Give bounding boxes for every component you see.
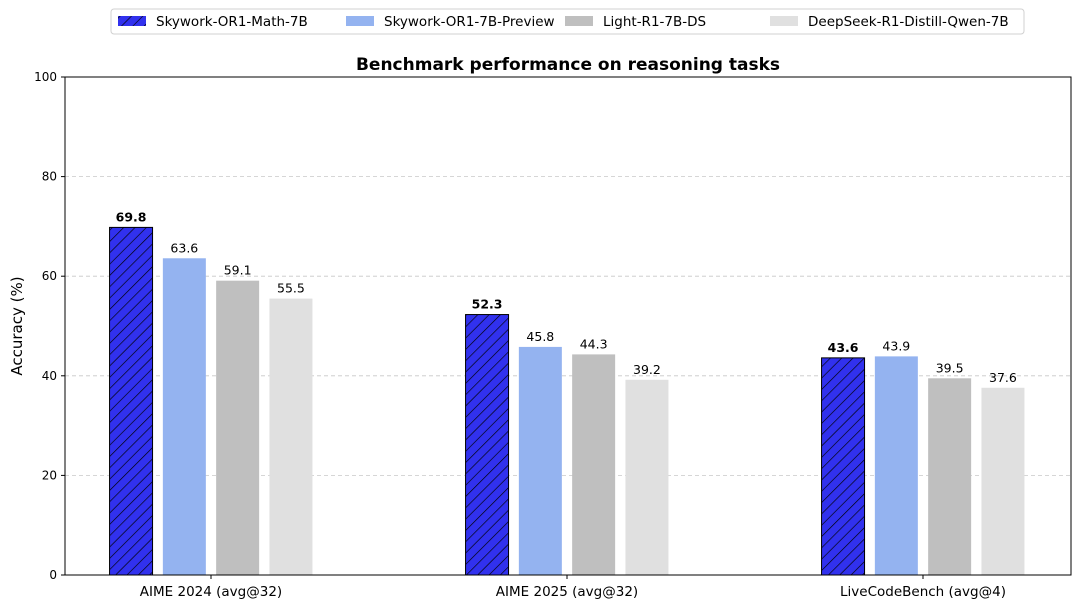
legend-label: Skywork-OR1-7B-Preview xyxy=(384,14,555,30)
data-label: 45.8 xyxy=(526,329,554,344)
chart-title: Benchmark performance on reasoning tasks xyxy=(356,55,780,75)
legend-swatch xyxy=(346,16,374,26)
plot-frame xyxy=(64,76,1072,576)
y-tick-label: 100 xyxy=(34,70,57,84)
legend: Skywork-OR1-Math-7B Skywork-OR1-7B-Previe… xyxy=(110,8,1025,35)
data-label: 52.3 xyxy=(472,297,503,312)
data-label: 39.5 xyxy=(936,360,964,375)
bar xyxy=(518,346,562,575)
data-label: 37.6 xyxy=(989,370,1017,385)
x-tick-label: LiveCodeBench (avg@4) xyxy=(840,584,1006,600)
bar xyxy=(162,258,206,575)
legend-label: DeepSeek-R1-Distill-Qwen-7B xyxy=(808,14,1009,30)
legend-label: Light-R1-7B-DS xyxy=(603,14,706,30)
y-tick-label: 40 xyxy=(42,369,57,383)
data-label: 63.6 xyxy=(170,240,198,255)
bar xyxy=(981,387,1025,575)
data-label: 69.8 xyxy=(116,209,147,224)
bar xyxy=(572,354,616,575)
bar xyxy=(928,378,972,575)
bar xyxy=(269,298,313,575)
bars: 69.8 63.6 59.1 55.5 52.3 45.8 44.3 39.2 43.6 43.9… xyxy=(109,209,1025,576)
y-tick-label: 60 xyxy=(42,269,57,283)
bar xyxy=(625,379,669,575)
data-label: 59.1 xyxy=(224,263,252,278)
legend-label: Skywork-OR1-Math-7B xyxy=(156,14,308,30)
y-tick-label: 80 xyxy=(42,170,57,184)
data-label: 55.5 xyxy=(277,281,305,296)
data-label: 43.9 xyxy=(882,338,910,353)
bar-hatch xyxy=(465,314,510,576)
x-axis: AIME 2024 (avg@32) AIME 2025 (avg@32) Live… xyxy=(140,575,1006,600)
y-axis: 0 20 40 60 80 100 xyxy=(34,70,65,582)
legend-swatch-hatch xyxy=(118,16,146,26)
bar xyxy=(216,280,260,575)
legend-swatch xyxy=(770,16,798,26)
legend-swatch xyxy=(565,16,593,26)
y-axis-label: Accuracy (%) xyxy=(8,276,26,375)
data-label: 39.2 xyxy=(633,362,661,377)
grid-lines xyxy=(65,176,1071,476)
x-tick-label: AIME 2024 (avg@32) xyxy=(140,584,282,600)
y-tick-label: 0 xyxy=(49,568,57,582)
bar-hatch xyxy=(109,226,154,576)
bar xyxy=(874,356,918,575)
data-label: 43.6 xyxy=(828,340,859,355)
data-label: 44.3 xyxy=(580,336,608,351)
y-tick-label: 20 xyxy=(42,468,57,482)
bar-hatch xyxy=(821,357,866,576)
x-tick-label: AIME 2025 (avg@32) xyxy=(496,584,638,600)
